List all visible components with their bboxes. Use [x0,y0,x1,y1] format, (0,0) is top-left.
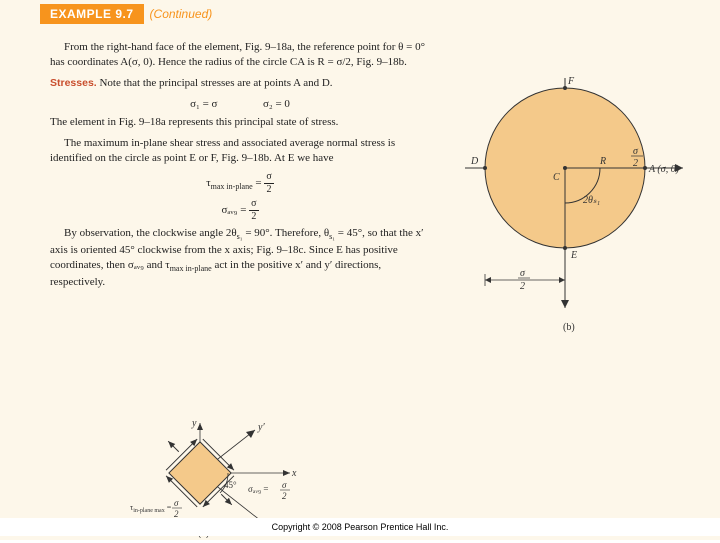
eq-tau-lhs: τmax in-plane = [206,177,264,189]
eq-savg-frac: σ 2 [249,199,258,222]
text-column: From the right-hand face of the element,… [50,40,430,290]
para-1: From the right-hand face of the element,… [50,40,430,70]
figure-mohr-circle: F D E C R A (σ, 0) 2θₛ₁ σ 2 σ 2 (b) [465,58,695,318]
svg-text:2: 2 [282,491,287,501]
svg-text:(b): (b) [563,322,575,333]
mohr-circle-svg: F D E C R A (σ, 0) 2θₛ₁ σ 2 σ 2 (b) [465,58,695,338]
svg-text:σ: σ [282,480,287,490]
svg-text:τin-plane max =: τin-plane max = [130,503,172,514]
svg-text:2θₛ₁: 2θₛ₁ [583,195,600,206]
example-header: EXAMPLE 9.7 (Continued) [0,0,720,28]
para-3: The element in Fig. 9–18a represents thi… [50,115,430,130]
svg-text:F: F [567,76,575,87]
page: EXAMPLE 9.7 (Continued) From the right-h… [0,0,720,540]
para-2: Note that the principal stresses are at … [97,77,333,89]
copyright-footer: Copyright © 2008 Pearson Prentice Hall I… [0,518,720,536]
eq-sigma-avg: σₐᵥ₉ = σ 2 [50,199,430,222]
svg-text:E: E [570,250,577,261]
svg-text:C: C [553,172,560,183]
eq-sigma2: σ₂ = 0 [263,98,290,110]
svg-text:y′: y′ [257,422,265,433]
eq-sigma1: σ₁ = σ [190,98,217,110]
example-badge: EXAMPLE 9.7 [40,4,144,24]
eq-savg-lhs: σₐᵥ₉ = [221,204,249,216]
svg-text:σ: σ [174,498,179,508]
para-stresses: Stresses. Note that the principal stress… [50,76,430,91]
eq-tau-max: τmax in-plane = σ 2 [50,172,430,195]
para-4: The maximum in-plane shear stress and as… [50,136,430,166]
svg-text:σ: σ [520,268,526,279]
eq-principal: σ₁ = σ σ₂ = 0 [50,97,430,112]
para-5: By observation, the clockwise angle 2θs₁… [50,226,430,290]
svg-text:D: D [470,156,479,167]
eq-tau-frac: σ 2 [264,172,273,195]
continued-label: (Continued) [150,7,213,21]
svg-text:A (σ, 0): A (σ, 0) [648,164,680,175]
svg-text:2: 2 [520,281,525,292]
svg-text:σₐᵥ₉ =: σₐᵥ₉ = [248,484,268,494]
svg-text:2: 2 [633,158,638,169]
svg-text:x: x [291,468,297,479]
svg-text:y: y [191,418,197,429]
content: From the right-hand face of the element,… [0,28,720,290]
svg-text:R: R [599,156,606,167]
svg-text:45°: 45° [224,480,237,490]
stresses-heading: Stresses. [50,77,97,89]
